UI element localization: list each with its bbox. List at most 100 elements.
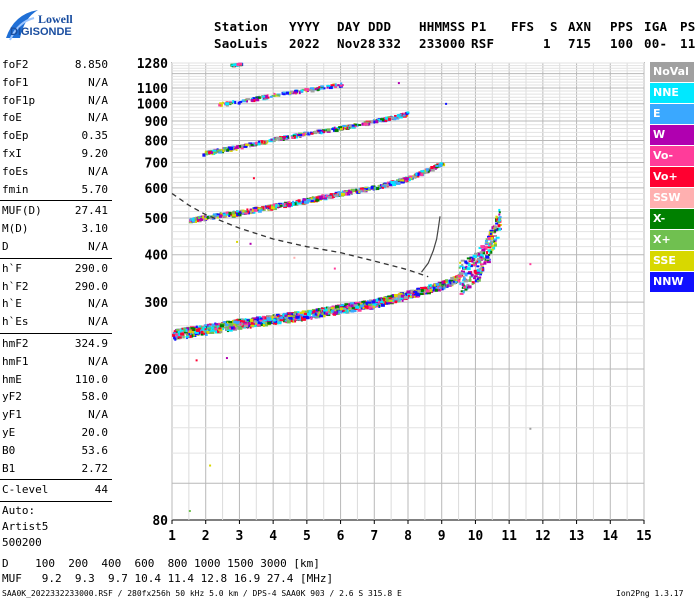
echo-mark (246, 99, 249, 103)
echo-mark (257, 96, 261, 99)
echo-mark (289, 320, 293, 323)
echo-mark (481, 248, 486, 252)
echo-mark (362, 307, 365, 310)
solid-profile-curve (421, 216, 441, 273)
header-title-cell-11: PS (680, 19, 696, 34)
echo-mark (327, 306, 330, 310)
noise-mark (236, 240, 239, 243)
echo-mark (464, 273, 468, 277)
echo-mark (314, 88, 317, 91)
echo-mark (272, 322, 275, 325)
echo-mark (342, 124, 347, 127)
echo-mark (177, 328, 181, 332)
echo-mark (363, 303, 366, 306)
echo-mark (330, 307, 334, 310)
echo-mark (446, 284, 449, 287)
echo-mark (495, 218, 498, 222)
echo-mark (394, 293, 399, 297)
echo-mark (353, 304, 358, 307)
echo-mark (473, 264, 477, 267)
param-label: foF1 (2, 75, 29, 89)
echo-mark (490, 244, 494, 248)
echo-mark (238, 320, 243, 323)
echo-mark (282, 312, 287, 316)
echo-mark (310, 197, 313, 200)
y-tick-label: 1100 (137, 82, 168, 97)
echo-mark (182, 335, 185, 339)
echo-mark (340, 192, 345, 196)
echo-mark (441, 280, 444, 284)
noise-mark (529, 427, 532, 430)
echo-mark (418, 172, 422, 176)
echo-mark (462, 279, 466, 282)
legend-item: NoVal (650, 62, 694, 82)
echo-mark (174, 337, 177, 341)
echo-mark (287, 314, 292, 317)
echo-mark (445, 279, 449, 283)
echo-mark (398, 292, 403, 296)
echo-mark (228, 324, 231, 327)
echo-mark (358, 301, 363, 304)
echo-mark (249, 318, 253, 322)
echo-mark (359, 187, 364, 190)
echo-mark (189, 334, 192, 338)
echo-mark (270, 317, 275, 321)
echo-mark (306, 315, 309, 318)
echo-mark (407, 293, 412, 296)
x-tick-label: 8 (404, 529, 412, 544)
echo-mark (489, 235, 494, 238)
echo-mark (244, 323, 249, 327)
y-tick-label: 700 (145, 156, 169, 171)
echo-mark (218, 322, 221, 325)
echo-mark (386, 297, 391, 300)
echo-mark (250, 322, 255, 326)
echo-mark (317, 313, 320, 316)
echo-mark (469, 276, 472, 280)
echo-mark (486, 261, 491, 264)
autoscaling-line: Artist5 (2, 520, 49, 534)
echo-mark (263, 320, 266, 323)
footer-distance-line: D 100 200 400 600 800 1000 1500 3000 [km… (2, 557, 320, 570)
footer-version: Ion2Png 1.3.17 (616, 589, 684, 598)
echo-mark (415, 172, 418, 176)
echo-mark (479, 263, 484, 266)
echo-mark (326, 84, 331, 87)
y-tick-label: 1280 (137, 57, 168, 72)
echo-mark (175, 335, 178, 338)
echo-mark (229, 102, 233, 105)
echo-mark (292, 200, 295, 204)
param-row: hmF1 N/A (0, 353, 112, 371)
echo-mark (438, 286, 442, 289)
echo-mark (361, 300, 366, 303)
echo-mark (469, 256, 474, 260)
header-value-cell-10: 11 (680, 36, 696, 51)
y-tick-label: 600 (145, 182, 169, 197)
echo-mark (189, 332, 194, 335)
header-title-cell-1: YYYY (289, 19, 320, 34)
echo-mark (478, 268, 481, 271)
echo-mark (400, 294, 405, 298)
echo-mark (340, 126, 344, 130)
echo-mark (418, 171, 422, 174)
echo-mark (349, 306, 352, 309)
echo-mark (346, 192, 350, 196)
echo-mark (190, 327, 194, 330)
echo-mark (246, 319, 250, 322)
param-label: foE (2, 111, 22, 125)
echo-mark (434, 288, 438, 292)
echo-mark (364, 305, 369, 309)
echo-mark (242, 99, 247, 103)
echo-mark (490, 250, 493, 254)
echo-mark (249, 208, 253, 212)
echo-mark (287, 204, 291, 208)
echo-mark (372, 186, 376, 190)
echo-mark (306, 198, 311, 201)
legend-item: Vo+ (650, 167, 694, 187)
echo-mark (482, 266, 485, 269)
param-value: 8.850 (74, 58, 108, 71)
echo-mark (249, 210, 254, 213)
echo-mark (380, 297, 383, 300)
param-row: h`F 290.0 (0, 260, 112, 278)
echo-mark (304, 200, 309, 204)
echo-mark (247, 324, 251, 328)
